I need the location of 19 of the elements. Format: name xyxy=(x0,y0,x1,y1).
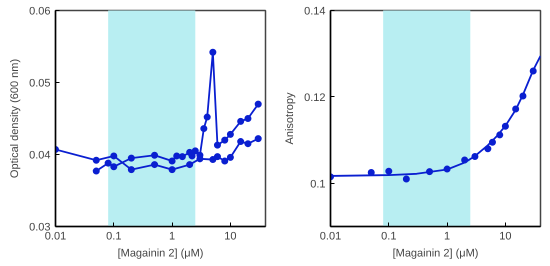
x-tick-label: 0.1 xyxy=(106,230,122,242)
x-axis-title: [Magainin 2] (μM) xyxy=(118,248,204,260)
x-tick-label: 0.01 xyxy=(320,230,342,242)
x-tick-label: 10 xyxy=(224,230,237,242)
x-tick-label: 0.01 xyxy=(44,230,66,242)
y-tick-label: 0.1 xyxy=(310,178,326,190)
y-tick-label: 0.03 xyxy=(29,222,51,234)
y-axis-title: Anisotropy xyxy=(284,92,296,144)
y-tick-label: 0.05 xyxy=(29,78,51,90)
y-tick-label: 0.12 xyxy=(304,92,326,104)
x-axis-title: [Magainin 2] (μM) xyxy=(392,248,478,260)
x-tick-label: 10 xyxy=(499,230,512,242)
y-axis-title: Optical density (600 nm) xyxy=(9,58,22,178)
x-tick-label: 1 xyxy=(169,230,176,242)
x-tick-label: 1 xyxy=(444,230,450,242)
x-tick-label: 0.1 xyxy=(381,230,396,242)
y-tick-label: 0.06 xyxy=(29,6,51,18)
y-tick-label: 0.04 xyxy=(29,150,51,162)
y-tick-label: 0.14 xyxy=(304,6,326,18)
